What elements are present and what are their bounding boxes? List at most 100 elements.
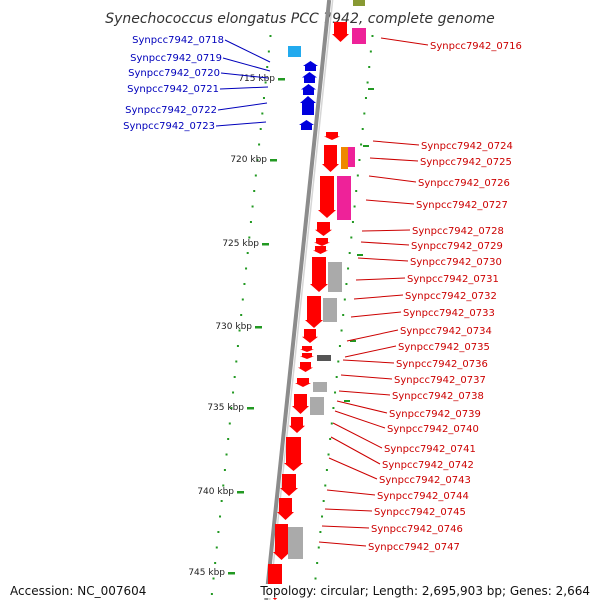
tick-dot: [367, 82, 369, 84]
genome-map: Synechococcus elongatus PCC 7942, comple…: [0, 0, 600, 600]
gene-label-minus: Synpcc7942_0746: [371, 524, 463, 535]
gene-feature-0745: [277, 498, 294, 520]
tick-dot: [268, 51, 270, 53]
minus-leader-line: [361, 242, 409, 245]
gene-label-minus: Synpcc7942_0738: [392, 391, 484, 402]
kbp-tick-mark: [255, 326, 262, 329]
gene-feature-0716: [332, 22, 349, 42]
gene-feature-0729: [314, 238, 330, 246]
tick-dot: [341, 330, 343, 332]
tick-dot: [350, 237, 352, 239]
gene-feature-0718: [288, 46, 301, 57]
tick-dot: [368, 66, 370, 68]
plus-leader-line: [218, 103, 267, 110]
tick-dot: [358, 159, 360, 161]
tick-dot: [323, 500, 325, 502]
tick-dot: [219, 516, 221, 518]
gene-feature-0736: [300, 353, 314, 359]
tick-dot: [345, 283, 347, 285]
gene-label-minus: Synpcc7942_0744: [377, 491, 469, 502]
gene-label-plus: Synpcc7942_0722: [125, 105, 217, 116]
gene-label-minus: Synpcc7942_0729: [411, 241, 503, 252]
gene-label-plus: Synpcc7942_0719: [130, 53, 222, 64]
tick-dot: [365, 97, 367, 99]
tick-dot: [336, 376, 338, 378]
minus-leader-line: [366, 200, 414, 204]
gene-label-minus: Synpcc7942_0724: [421, 141, 513, 152]
gene-feature-0744: [280, 474, 298, 496]
gene-label-minus: Synpcc7942_0737: [394, 375, 486, 386]
minus-leader-line: [333, 423, 382, 448]
kbp-tick-label: 725 kbp: [222, 239, 259, 249]
tick-dot: [234, 376, 236, 378]
minus-leader-line: [339, 391, 390, 395]
tick-dot: [342, 314, 344, 316]
minus-leader-line: [351, 312, 401, 317]
tick-dot: [227, 438, 229, 440]
minus-leader-line: [327, 490, 375, 495]
map-title: Synechococcus elongatus PCC 7942, comple…: [105, 11, 495, 27]
minus-leader-line: [343, 360, 394, 363]
tick-dot: [324, 485, 326, 487]
gene-label-minus: Synpcc7942_0743: [379, 475, 471, 486]
gene-feature-0725: [322, 145, 339, 172]
gene-feature-0742: [284, 437, 303, 471]
minus-leader-line: [322, 526, 369, 528]
tick-dot: [339, 345, 341, 347]
minus-leader-line: [370, 158, 418, 161]
gene-feature-olive: [353, 0, 365, 6]
tick-dot: [357, 175, 359, 177]
gene-feature-0739: [292, 394, 309, 414]
gene-feature-0737: [298, 362, 313, 372]
tick-dot: [337, 361, 339, 363]
gene-label-minus: Synpcc7942_0726: [418, 178, 510, 189]
accession-text: Accession: NC_007604: [8, 584, 148, 598]
minus-leader-line: [331, 437, 380, 464]
gene-label-minus: Synpcc7942_0731: [407, 274, 499, 285]
gene-label-plus: Synpcc7942_0720: [128, 68, 220, 79]
tick-ring-dots: [211, 35, 374, 595]
gene-feature-0728: [315, 222, 332, 236]
minus-leader-line: [319, 542, 366, 546]
tick-dot: [247, 252, 249, 254]
tick-dot: [331, 423, 333, 425]
minus-leader-line: [341, 375, 392, 379]
tick-dot: [242, 299, 244, 301]
tick-dot: [371, 35, 373, 37]
gene-label-minus: Synpcc7942_0736: [396, 359, 488, 370]
gene-label-minus: Synpcc7942_0730: [410, 257, 502, 268]
tick-dash: [357, 254, 363, 256]
tick-dot: [334, 392, 336, 394]
tick-dot: [252, 206, 254, 208]
tick-dot: [360, 144, 362, 146]
gene-feature-0747: [288, 527, 303, 559]
gene-label-minus: Synpcc7942_0745: [374, 507, 466, 518]
gene-feature-0720: [302, 72, 317, 83]
tick-dot: [226, 454, 228, 456]
tick-dot: [229, 423, 231, 425]
plus-leader-line: [216, 122, 266, 126]
tick-dot: [240, 314, 242, 316]
tick-dot: [214, 562, 216, 564]
gene-label-minus: Synpcc7942_0740: [387, 424, 479, 435]
minus-leader-line: [337, 401, 387, 413]
gene-label-minus: Synpcc7942_0728: [412, 226, 504, 237]
tick-dot: [328, 454, 330, 456]
kbp-tick-label: 730 kbp: [215, 322, 252, 332]
gene-label-minus: Synpcc7942_0741: [384, 444, 476, 455]
gene-feature-0735: [300, 346, 314, 352]
gene-label-plus: Synpcc7942_0723: [123, 121, 215, 132]
tick-dot: [266, 66, 268, 68]
tick-dot: [232, 392, 234, 394]
tick-dot: [370, 51, 372, 53]
gene-label-minus: Synpcc7942_0733: [403, 308, 495, 319]
gene-feature-0722: [300, 96, 316, 115]
tick-dot: [326, 469, 328, 471]
gene-label-minus: Synpcc7942_0742: [382, 460, 474, 471]
kbp-tick-label: 735 kbp: [207, 403, 244, 413]
kbp-scale: 715 kbp 720 kbp 725 kbp 730 kbp 735 kbp 740 k…: [188, 74, 285, 578]
minus-leader-line: [345, 346, 396, 357]
kbp-tick-mark: [262, 243, 269, 246]
tick-dot: [243, 283, 245, 285]
kbp-tick-mark: [270, 159, 277, 162]
